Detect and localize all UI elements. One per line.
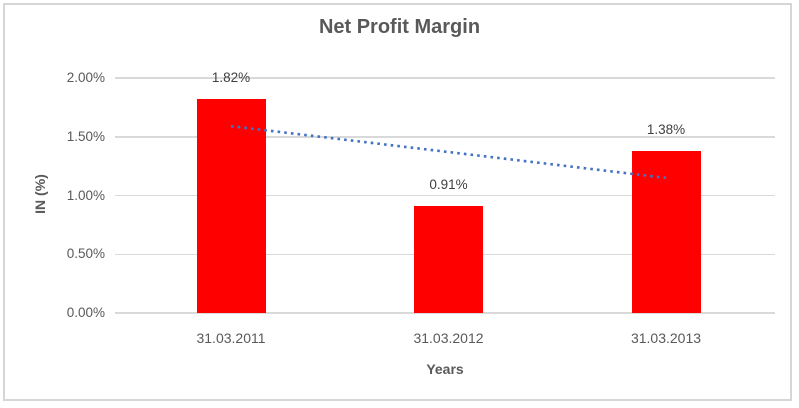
gridline bbox=[115, 312, 775, 314]
x-tick-label: 31.03.2011 bbox=[196, 330, 266, 346]
y-tick-label: 1.00% bbox=[66, 187, 105, 203]
y-tick-label: 0.50% bbox=[66, 246, 105, 262]
x-axis-title: Years bbox=[426, 361, 464, 377]
bar-value-label: 1.38% bbox=[646, 121, 686, 137]
bar-31.03.2012 bbox=[414, 206, 483, 313]
trendline bbox=[230, 124, 667, 180]
x-tick-label: 31.03.2012 bbox=[413, 330, 484, 346]
plot-area bbox=[115, 77, 775, 314]
chart-title: Net Profit Margin bbox=[318, 16, 481, 38]
bar-31.03.2011 bbox=[196, 99, 266, 313]
bar-value-label: 0.91% bbox=[429, 177, 468, 193]
gridline bbox=[115, 136, 775, 138]
bar-value-label: 1.82% bbox=[211, 70, 251, 86]
y-tick-label: 0.00% bbox=[66, 305, 105, 320]
y-tick-label: 2.00% bbox=[66, 70, 105, 85]
gridline bbox=[115, 194, 775, 197]
x-tick-label: 31.03.2013 bbox=[630, 330, 702, 346]
y-tick-label: 1.50% bbox=[66, 128, 105, 144]
gridline bbox=[115, 77, 775, 79]
trendline-dotted-line bbox=[230, 124, 667, 180]
